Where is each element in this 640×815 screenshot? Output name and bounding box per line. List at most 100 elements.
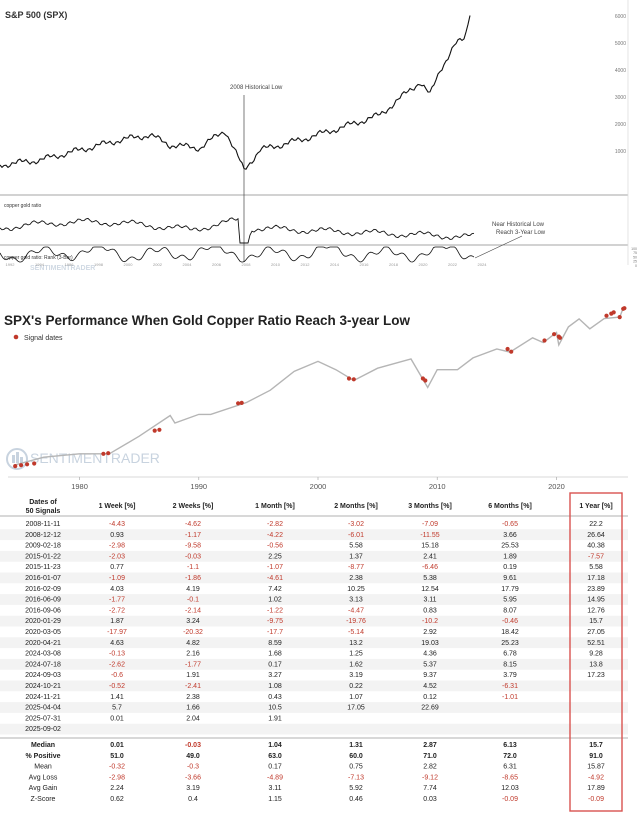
table-cell: -17.7 xyxy=(267,629,283,636)
table-cell: 5.38 xyxy=(423,575,437,582)
signal-marker xyxy=(351,377,356,382)
signal-marker xyxy=(236,401,241,406)
history-x-tick: 1992 xyxy=(6,262,16,267)
spx-right-axis-ticks: 6000 5000 4000 3000 2000 1000 xyxy=(615,14,626,155)
row-date: 2024-09-03 xyxy=(25,672,61,679)
summary-cell: 0.46 xyxy=(349,796,363,803)
table-cell: 17.18 xyxy=(587,575,605,582)
row-date: 2020-04-21 xyxy=(25,640,61,647)
table-cell: -9.58 xyxy=(185,543,201,550)
table-cell: -1.07 xyxy=(267,564,283,571)
summary-cell: -0.03 xyxy=(185,742,201,749)
table-row xyxy=(0,680,628,692)
table-cell: -2.98 xyxy=(109,543,125,550)
table-cell: 1.62 xyxy=(349,661,363,668)
table-cell: 17.23 xyxy=(587,672,605,679)
table-cell: 2.04 xyxy=(186,715,200,722)
row-date: 2016-02-09 xyxy=(25,586,61,593)
chart-title: SPX's Performance When Gold Copper Ratio… xyxy=(4,313,411,328)
table-cell: -0.56 xyxy=(267,543,283,550)
table-cell: 14.95 xyxy=(587,597,605,604)
table-row xyxy=(0,723,628,735)
table-cell: 1.89 xyxy=(503,553,517,560)
row-date: 2015-11-23 xyxy=(25,564,60,571)
table-header: 50 Signals xyxy=(26,508,61,515)
table-cell: -0.65 xyxy=(502,521,518,528)
table-cell: 13.2 xyxy=(349,640,363,647)
table-header: Dates of xyxy=(29,499,57,506)
table-cell: 2.92 xyxy=(423,629,437,636)
history-x-tick: 2014 xyxy=(330,262,340,267)
signal-marker xyxy=(32,461,37,466)
table-cell: -0.13 xyxy=(109,651,125,658)
table-cell: -0.03 xyxy=(185,553,201,560)
table-cell: -7.57 xyxy=(588,553,604,560)
signal-marker xyxy=(611,310,616,315)
spx-price-line xyxy=(13,307,624,466)
table-cell: 10.5 xyxy=(268,705,282,712)
summary-label: Median xyxy=(31,742,55,749)
summary-cell: 3.11 xyxy=(268,785,281,792)
table-cell: 17.05 xyxy=(347,705,365,712)
legend-signal-marker xyxy=(13,334,19,340)
signal-marker xyxy=(423,378,428,383)
summary-cell: -4.89 xyxy=(267,774,283,781)
table-cell: 5.37 xyxy=(423,661,437,668)
summary-cell: 2.24 xyxy=(110,785,124,792)
rank-axis-tick: 0 xyxy=(635,264,637,268)
table-cell: 1.41 xyxy=(110,694,124,701)
rank-panel-label: copper gold ratio: Rank (3-Bar) xyxy=(4,255,73,261)
table-header: 1 Year [%] xyxy=(579,503,612,510)
table-cell: 1.02 xyxy=(268,597,282,604)
table-cell: 4.03 xyxy=(110,586,124,593)
row-date: 2025-09-02 xyxy=(25,726,61,733)
top-watermark: SENTIMENTRADER xyxy=(30,265,95,272)
row-date: 2008-12-12 xyxy=(25,532,61,539)
logo-ring xyxy=(6,448,28,470)
spx-history-panel: S&P 500 (SPX) copper gold ratio copper g… xyxy=(0,0,640,272)
table-cell: 8.15 xyxy=(503,661,517,668)
summary-cell: 17.89 xyxy=(587,785,605,792)
table-cell: 4.82 xyxy=(186,640,200,647)
signal-marker xyxy=(239,400,244,405)
history-x-tick: 2004 xyxy=(183,262,193,267)
history-x-tick: 2018 xyxy=(389,262,399,267)
summary-cell: -8.65 xyxy=(502,774,518,781)
table-cell: 1.68 xyxy=(268,651,282,658)
summary-cell: 60.0 xyxy=(349,753,363,760)
table-cell: -0.6 xyxy=(111,672,123,679)
performance-panel: SPX's Performance When Gold Copper Ratio… xyxy=(4,306,628,491)
spx-history-title: S&P 500 (SPX) xyxy=(5,10,67,20)
table-cell: 25.23 xyxy=(501,640,519,647)
history-x-tick: 2010 xyxy=(271,262,281,267)
ratio-panel-label: copper gold ratio xyxy=(4,203,41,209)
summary-cell: -9.12 xyxy=(422,774,438,781)
table-cell: 3.19 xyxy=(349,672,363,679)
table-cell: 5.95 xyxy=(503,597,517,604)
table-cell: 8.59 xyxy=(268,640,282,647)
signal-marker xyxy=(101,451,106,456)
table-cell: 6.78 xyxy=(503,651,517,658)
rank-axis-tick: 25 xyxy=(633,260,637,264)
table-cell: -0.52 xyxy=(109,683,125,690)
history-x-tick: 2020 xyxy=(419,262,429,267)
table-cell: -20.32 xyxy=(183,629,203,636)
summary-cell: 51.0 xyxy=(110,753,124,760)
table-cell: 4.63 xyxy=(110,640,124,647)
summary-cell: 0.03 xyxy=(423,796,437,803)
table-cell: 5.58 xyxy=(349,543,363,550)
table-cell: 5.7 xyxy=(112,705,122,712)
row-date: 2025-07-31 xyxy=(25,715,61,722)
summary-cell: 49.0 xyxy=(186,753,200,760)
table-header: 3 Months [%] xyxy=(408,503,452,510)
table-cell: 3.27 xyxy=(268,672,282,679)
table-cell: 1.87 xyxy=(110,618,124,625)
table-cell: 0.77 xyxy=(110,564,124,571)
table-cell: 0.93 xyxy=(110,532,124,539)
summary-cell: 1.04 xyxy=(268,742,282,749)
rank-axis-tick: 50 xyxy=(633,255,637,259)
summary-cell: 0.75 xyxy=(349,764,363,771)
table-cell: -3.02 xyxy=(348,521,364,528)
